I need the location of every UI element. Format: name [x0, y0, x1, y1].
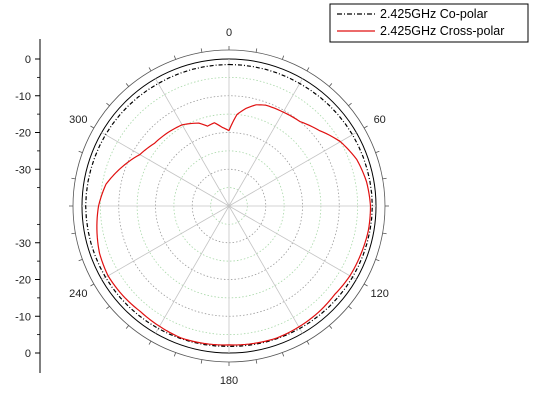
radial-tick-label: -20 — [15, 275, 31, 287]
angle-tick — [281, 55, 285, 60]
angle-tick — [382, 177, 387, 180]
legend-box — [329, 3, 529, 43]
angle-tick-label: 0 — [226, 27, 232, 39]
angle-tick — [125, 83, 130, 87]
angle-tick-label: 300 — [69, 114, 87, 126]
angle-tick — [90, 125, 95, 129]
radial-tick-label: -30 — [15, 164, 31, 176]
radial-tick-label: 0 — [25, 54, 31, 66]
angle-tick — [281, 352, 285, 357]
legend: 2.425GHz Co-polar 2.425GHz Cross-polar — [329, 3, 529, 43]
angle-tick — [78, 258, 83, 262]
radial-tick-label: -20 — [15, 128, 31, 140]
series-line-co-polar — [85, 63, 373, 347]
angle-tick — [363, 283, 368, 287]
angle-tick — [348, 305, 352, 310]
angle-tick-label: 60 — [374, 114, 386, 126]
angle-tick — [306, 340, 310, 345]
series-layer — [85, 63, 373, 347]
angle-tick — [173, 55, 177, 60]
angle-tick — [328, 325, 333, 329]
spoke-line — [228, 78, 303, 207]
radial-tick-label: -30 — [15, 238, 31, 250]
angle-tick-label: 180 — [220, 375, 238, 387]
angle-tick-label: 120 — [371, 288, 389, 300]
angle-tick — [375, 150, 380, 154]
angle-tick — [382, 232, 387, 235]
legend-label-cross-polar: 2.425GHz Cross-polar — [380, 24, 504, 38]
angle-tick — [348, 102, 352, 107]
angle-tick — [255, 48, 258, 53]
angle-tick — [106, 102, 110, 107]
angle-tick — [78, 150, 83, 154]
angle-tick-label: 240 — [69, 288, 87, 300]
angle-tick — [148, 340, 152, 345]
polar-grid: 0 60 120 180 240 300 — [69, 27, 389, 387]
angle-tick — [71, 232, 76, 235]
radial-tick-label: -10 — [15, 91, 31, 103]
spoke-line — [101, 205, 230, 280]
angle-tick — [90, 283, 95, 287]
angle-tick — [200, 359, 203, 364]
spoke-line — [228, 132, 357, 207]
angle-tick — [255, 359, 258, 364]
angle-tick — [363, 125, 368, 129]
spoke-line — [101, 132, 230, 207]
radial-tick-label: 0 — [25, 348, 31, 360]
angle-tick — [125, 325, 130, 329]
angle-tick — [71, 177, 76, 180]
spoke-line — [155, 205, 230, 334]
spoke-line — [155, 78, 230, 207]
spoke-line — [228, 205, 357, 280]
radial-axis: 0 -10 -20 -30 -30 -20 -10 0 — [15, 39, 41, 373]
legend-label-co-polar: 2.425GHz Co-polar — [380, 7, 488, 21]
angle-tick — [375, 258, 380, 262]
angle-tick — [148, 67, 152, 72]
angle-tick — [328, 83, 333, 87]
spoke-line — [228, 205, 303, 334]
angle-tick — [200, 48, 203, 53]
angle-tick — [173, 352, 177, 357]
series-line-cross-polar — [96, 104, 372, 346]
angle-tick — [306, 67, 310, 72]
radial-tick-label: -10 — [15, 311, 31, 323]
angle-tick — [106, 305, 110, 310]
